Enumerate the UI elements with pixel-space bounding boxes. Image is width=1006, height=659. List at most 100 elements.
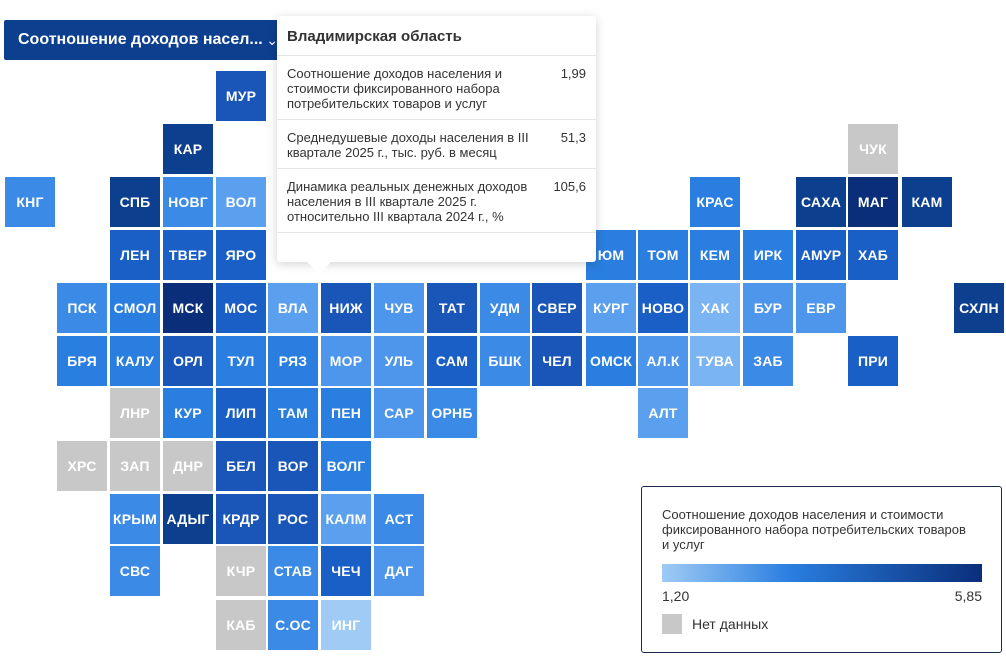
region-tile[interactable]: СПБ bbox=[110, 177, 160, 227]
region-tile[interactable]: НОВГ bbox=[163, 177, 213, 227]
region-tile[interactable]: ЛЕН bbox=[110, 230, 160, 280]
region-tile[interactable]: КАБ bbox=[216, 600, 266, 650]
region-tile[interactable]: ЗАП bbox=[110, 441, 160, 491]
region-tile[interactable]: ДНР bbox=[163, 441, 213, 491]
region-tile[interactable]: ВОЛГ bbox=[321, 441, 371, 491]
region-tile[interactable]: ИНГ bbox=[321, 600, 371, 650]
legend-no-data: Нет данных bbox=[662, 614, 981, 634]
legend-title: Соотношение доходов населения и стоимост… bbox=[662, 507, 966, 552]
region-tile[interactable]: МОР bbox=[321, 336, 371, 386]
region-tile[interactable]: САМ bbox=[427, 336, 477, 386]
region-tile[interactable]: ТУЛ bbox=[216, 336, 266, 386]
legend-max-label: 5,85 bbox=[954, 588, 982, 604]
region-tile[interactable]: ЧУВ bbox=[374, 283, 424, 333]
region-tile[interactable]: НИЖ bbox=[321, 283, 371, 333]
region-tile[interactable]: АМУР bbox=[796, 230, 846, 280]
region-tile[interactable]: КУР bbox=[163, 388, 213, 438]
region-tile[interactable]: ВОЛ bbox=[216, 177, 266, 227]
region-tile[interactable]: ХАК bbox=[690, 283, 740, 333]
tooltip-row-value: 105,6 bbox=[553, 179, 586, 194]
legend-ticks: 1,20 5,85 bbox=[662, 588, 982, 604]
region-tile[interactable]: КАР bbox=[163, 124, 213, 174]
legend-color-scale bbox=[662, 564, 982, 582]
region-tile[interactable]: ЧУК bbox=[848, 124, 898, 174]
tooltip-row-value: 51,3 bbox=[560, 130, 586, 145]
region-tile[interactable]: СТАВ bbox=[268, 546, 318, 596]
chevron-down-icon: ⌄ bbox=[266, 31, 278, 48]
tooltip-region-name: Владимирская область bbox=[277, 16, 596, 56]
tooltip-row-label: Динамика реальных денежных доходов насел… bbox=[287, 179, 528, 224]
region-tile[interactable]: КРДР bbox=[216, 494, 266, 544]
indicator-select-label: Соотношение доходов насел... bbox=[18, 31, 263, 48]
region-tile[interactable]: ПСК bbox=[57, 283, 107, 333]
region-tile[interactable]: ЗАБ bbox=[743, 336, 793, 386]
tooltip-row: Соотношение доходов населения и стоимост… bbox=[277, 56, 596, 120]
region-tile[interactable]: ТУВА bbox=[690, 336, 740, 386]
region-tile[interactable]: МАГ bbox=[848, 177, 898, 227]
tooltip-row: Динамика реальных денежных доходов насел… bbox=[277, 169, 596, 233]
region-tile[interactable]: УЛЬ bbox=[374, 336, 424, 386]
region-tile[interactable]: КАЛМ bbox=[321, 494, 371, 544]
indicator-select[interactable]: Соотношение доходов насел... ⌄ bbox=[4, 20, 292, 60]
region-tile[interactable]: КРЫМ bbox=[110, 494, 160, 544]
tooltip-row-value: 1,99 bbox=[560, 66, 586, 81]
region-tile[interactable]: КУРГ bbox=[586, 283, 636, 333]
region-tile[interactable]: КАЛУ bbox=[110, 336, 160, 386]
region-tile[interactable]: КРАС bbox=[690, 177, 740, 227]
region-tile[interactable]: ВОР bbox=[268, 441, 318, 491]
region-tile[interactable]: ОМСК bbox=[586, 336, 636, 386]
region-tile[interactable]: МСК bbox=[163, 283, 213, 333]
region-tile[interactable]: ОРНБ bbox=[427, 388, 477, 438]
region-tile[interactable]: КЕМ bbox=[690, 230, 740, 280]
region-tile[interactable]: САР bbox=[374, 388, 424, 438]
region-tile[interactable]: ЯРО bbox=[216, 230, 266, 280]
region-tile[interactable]: ИРК bbox=[743, 230, 793, 280]
region-tile[interactable]: МОС bbox=[216, 283, 266, 333]
region-tile[interactable]: ПРИ bbox=[848, 336, 898, 386]
region-tile[interactable]: ДАГ bbox=[374, 546, 424, 596]
region-tile[interactable]: РОС bbox=[268, 494, 318, 544]
region-tile[interactable]: ТАТ bbox=[427, 283, 477, 333]
region-tile[interactable]: АЛТ bbox=[638, 388, 688, 438]
region-tile[interactable]: ЧЕЧ bbox=[321, 546, 371, 596]
region-tile[interactable]: СМОЛ bbox=[110, 283, 160, 333]
map-legend: Соотношение доходов населения и стоимост… bbox=[641, 486, 1002, 653]
region-tile[interactable]: КАМ bbox=[902, 177, 952, 227]
tooltip-row-label: Среднедушевые доходы населения в III ква… bbox=[287, 130, 529, 160]
region-tile[interactable]: ЕВР bbox=[796, 283, 846, 333]
region-tile[interactable]: БШК bbox=[480, 336, 530, 386]
region-tile[interactable]: ТОМ bbox=[638, 230, 688, 280]
no-data-swatch bbox=[662, 614, 682, 634]
region-tile[interactable]: МУР bbox=[216, 71, 266, 121]
region-tile[interactable]: САХА bbox=[796, 177, 846, 227]
region-tile[interactable]: СВС bbox=[110, 546, 160, 596]
region-tile[interactable]: ЛИП bbox=[216, 388, 266, 438]
region-tile[interactable]: БУР bbox=[743, 283, 793, 333]
region-tile[interactable]: АДЫГ bbox=[163, 494, 213, 544]
region-tile[interactable]: АЛ.К bbox=[638, 336, 688, 386]
region-tile[interactable]: УДМ bbox=[480, 283, 530, 333]
region-tile[interactable]: ВЛА bbox=[266, 281, 320, 335]
region-tile[interactable]: ЛНР bbox=[110, 388, 160, 438]
region-tile[interactable]: ТВЕР bbox=[163, 230, 213, 280]
region-tile[interactable]: ХРС bbox=[57, 441, 107, 491]
region-tile[interactable]: ОРЛ bbox=[163, 336, 213, 386]
region-tile[interactable]: БРЯ bbox=[57, 336, 107, 386]
region-tile[interactable]: С.ОС bbox=[268, 600, 318, 650]
region-tile[interactable]: НОВО bbox=[638, 283, 688, 333]
region-tile[interactable]: СХЛН bbox=[954, 283, 1004, 333]
no-data-label: Нет данных bbox=[692, 616, 769, 632]
region-tile[interactable]: РЯЗ bbox=[268, 336, 318, 386]
region-tile[interactable]: ПЕН bbox=[321, 388, 371, 438]
region-tile[interactable]: БЕЛ bbox=[216, 441, 266, 491]
region-tile[interactable]: АСТ bbox=[374, 494, 424, 544]
region-tile[interactable]: ТАМ bbox=[268, 388, 318, 438]
region-tile[interactable]: СВЕР bbox=[532, 283, 582, 333]
tooltip-row: Среднедушевые доходы населения в III ква… bbox=[277, 120, 596, 169]
region-tile[interactable]: КЧР bbox=[216, 546, 266, 596]
region-tile[interactable]: ЧЕЛ bbox=[532, 336, 582, 386]
tooltip-row-label: Соотношение доходов населения и стоимост… bbox=[287, 66, 503, 111]
region-tile[interactable]: КНГ bbox=[5, 177, 55, 227]
region-tile[interactable]: ХАБ bbox=[848, 230, 898, 280]
